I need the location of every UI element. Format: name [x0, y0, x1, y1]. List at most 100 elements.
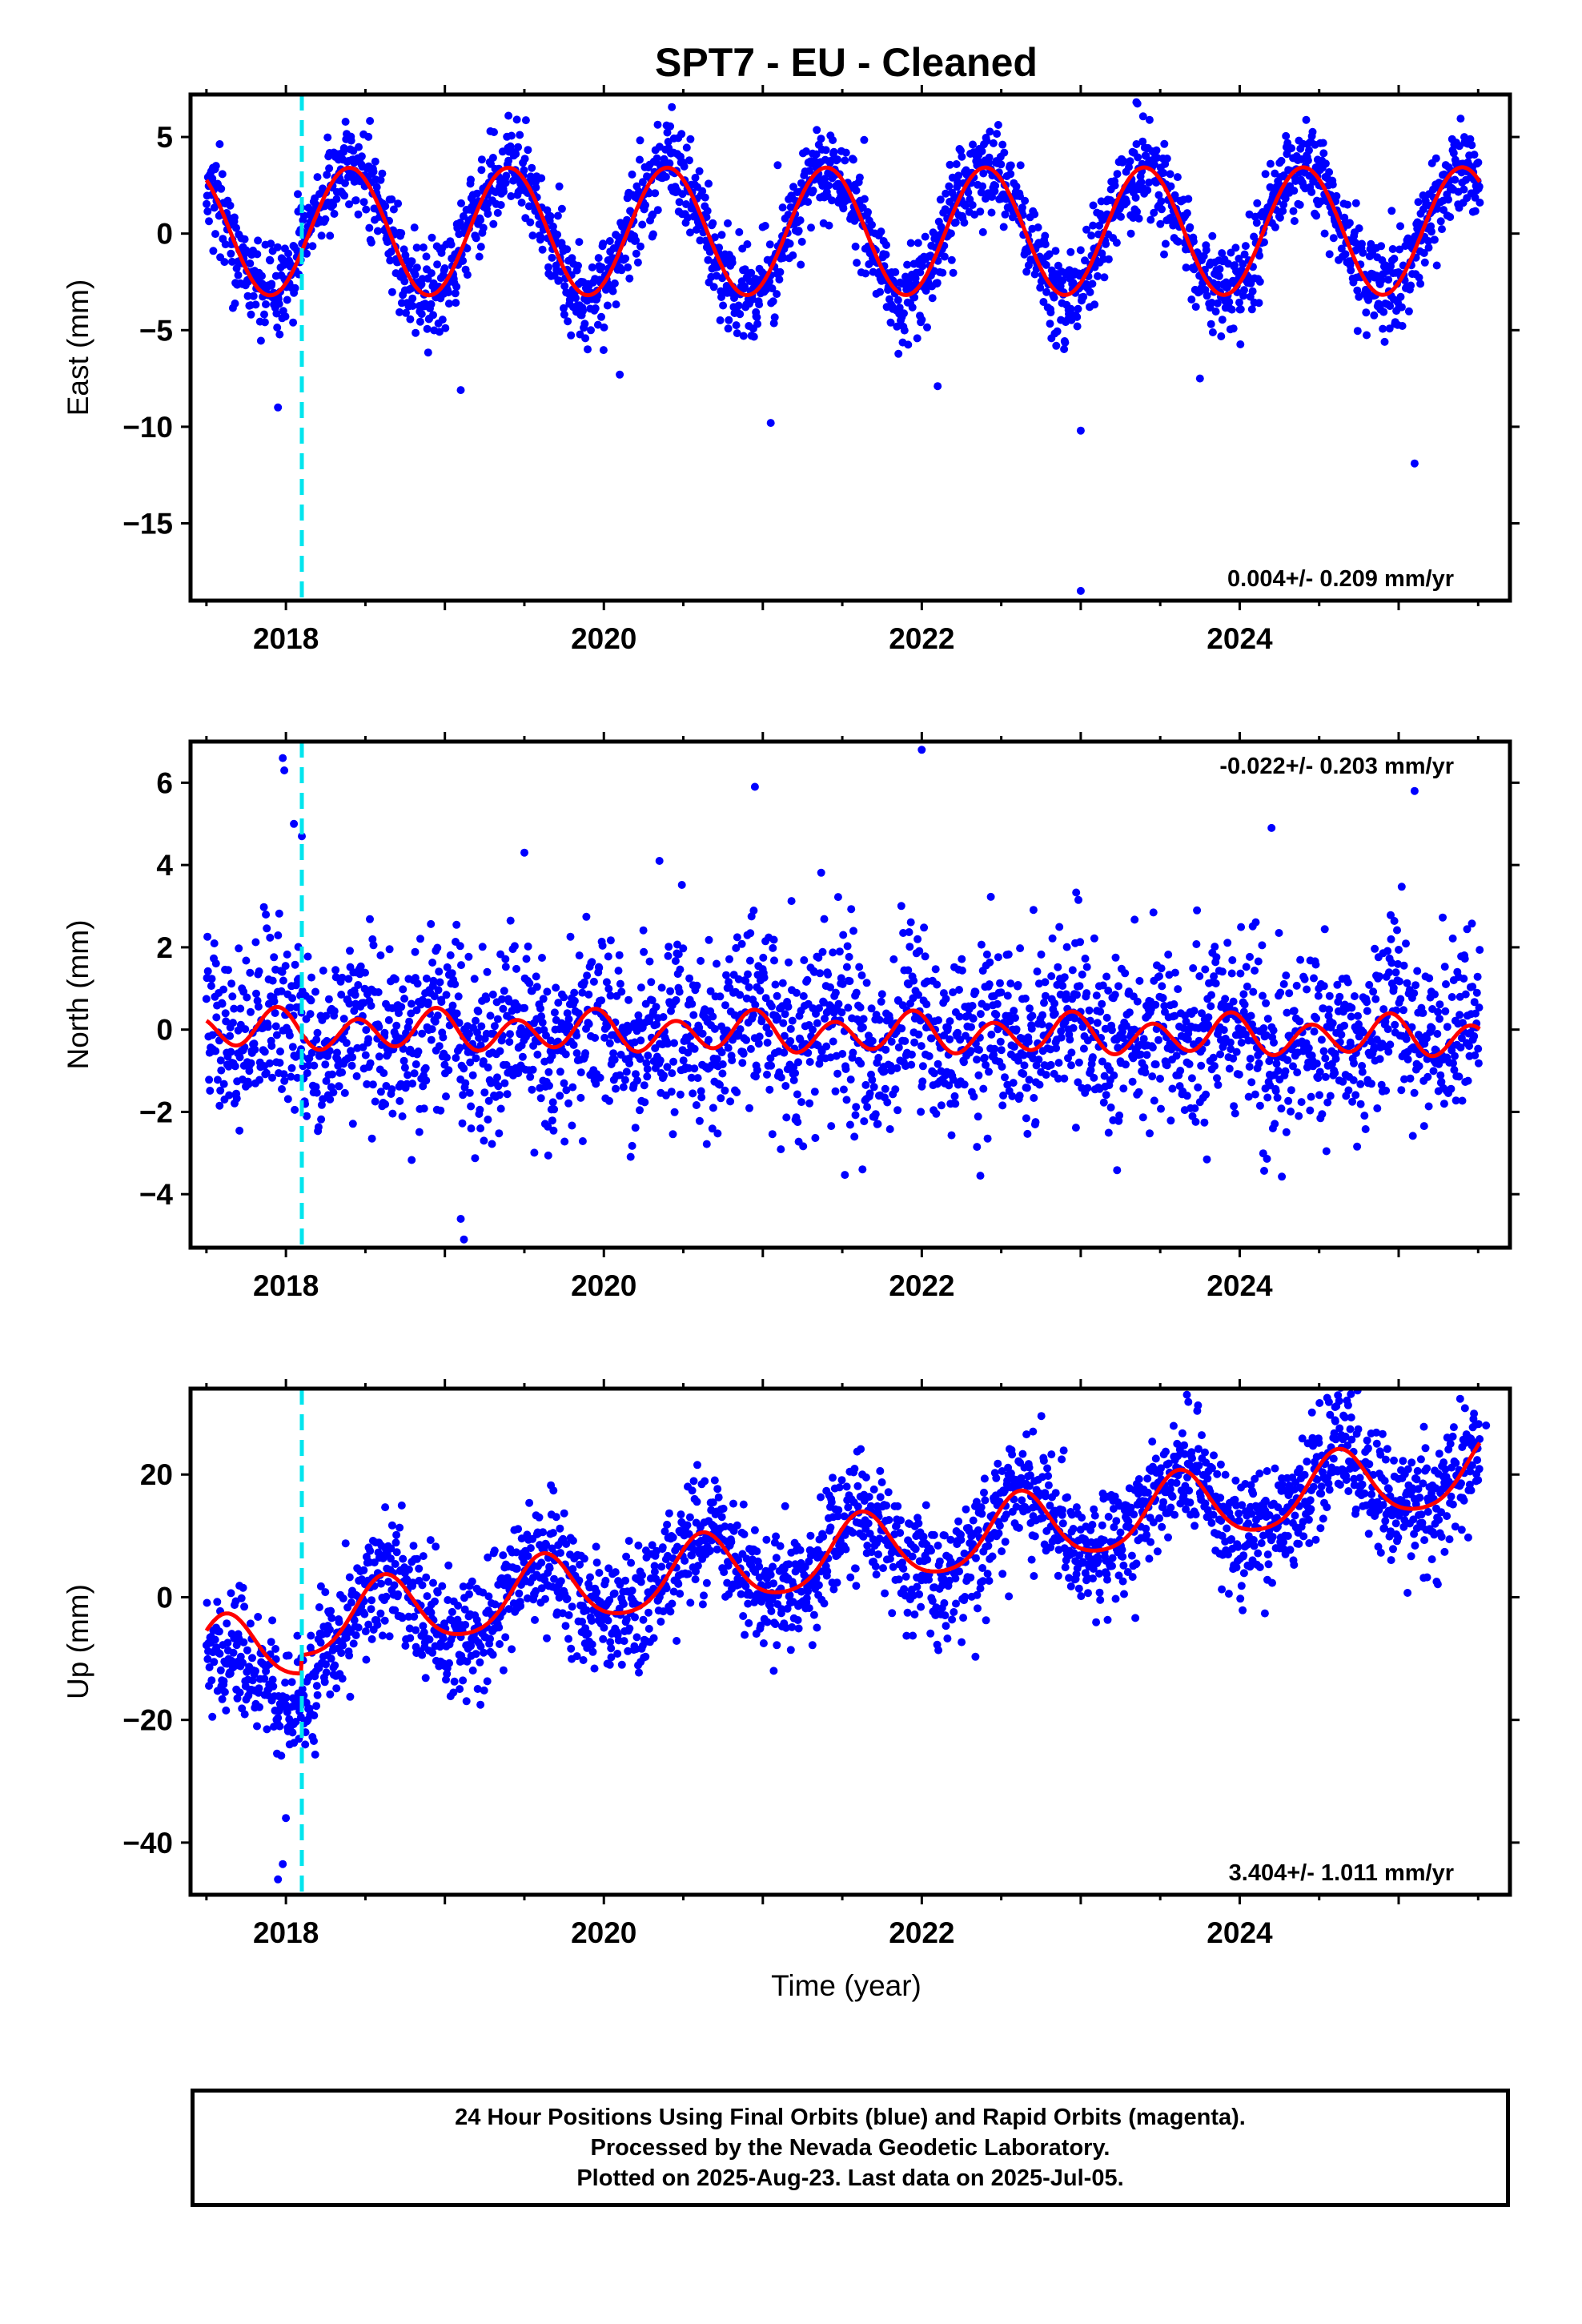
north-data-point [556, 1092, 564, 1100]
north-data-point [552, 983, 560, 992]
north-data-point [746, 929, 755, 938]
north-data-point [1183, 1035, 1192, 1043]
east-data-point [768, 284, 777, 293]
north-data-point [977, 940, 986, 949]
east-data-point [1133, 207, 1141, 216]
north-rate-label: -0.022+/- 0.203 mm/yr [1219, 754, 1454, 779]
east-data-point [753, 313, 761, 322]
north-data-point [500, 1079, 509, 1088]
north-data-point [1273, 1093, 1282, 1102]
north-data-point [322, 1011, 331, 1020]
east-data-point [709, 283, 718, 292]
east-data-point [682, 200, 690, 208]
north-data-point [467, 1102, 476, 1111]
north-data-point [874, 1053, 883, 1062]
north-data-point [1106, 1066, 1114, 1074]
east-data-point [1182, 209, 1191, 218]
east-data-point [341, 118, 350, 126]
north-data-point [1387, 935, 1395, 943]
north-data-point [745, 983, 753, 991]
east-data-point [1387, 207, 1396, 215]
east-data-point [579, 307, 587, 316]
east-data-point [1184, 195, 1193, 203]
north-data-point [1468, 919, 1476, 928]
north-data-point [639, 926, 648, 935]
east-data-point [1157, 197, 1166, 206]
north-data-point [267, 1042, 276, 1050]
north-data-point [767, 1002, 776, 1011]
east-data-point [638, 220, 647, 229]
north-scatter-points [202, 746, 1484, 1244]
north-data-point [422, 974, 431, 983]
north-data-point [442, 991, 451, 999]
north-data-point [697, 1087, 705, 1096]
north-x-tick-label: 2022 [889, 1269, 954, 1302]
north-data-point [821, 1015, 829, 1023]
north-data-point [544, 1151, 552, 1160]
north-data-point [622, 1068, 631, 1076]
north-data-point [1015, 1092, 1024, 1100]
east-data-point [451, 289, 460, 298]
north-data-point [229, 1019, 237, 1027]
east-data-point [668, 103, 677, 111]
north-data-point [408, 1156, 416, 1164]
east-data-point [504, 156, 513, 165]
north-data-point [368, 935, 377, 943]
north-data-point [412, 1006, 421, 1015]
east-data-point [969, 140, 977, 149]
north-data-point [857, 971, 866, 979]
north-data-point [399, 985, 408, 994]
north-data-point [480, 1088, 489, 1097]
north-data-point [399, 1044, 408, 1053]
north-data-point [281, 962, 290, 971]
east-y-tick-label: −10 [122, 411, 173, 444]
north-data-point [376, 1088, 385, 1096]
east-data-point [1471, 207, 1480, 215]
north-data-point [1151, 1000, 1160, 1009]
north-data-point [1001, 1073, 1009, 1082]
east-data-point [444, 288, 453, 297]
east-data-point [1451, 175, 1460, 184]
north-data-point [780, 1031, 789, 1040]
east-data-point [341, 179, 349, 187]
east-data-point [829, 147, 838, 156]
east-data-point [632, 249, 640, 258]
north-data-point [1192, 940, 1201, 948]
north-data-point [1443, 1023, 1452, 1031]
east-data-point [1159, 169, 1168, 177]
north-data-point [1160, 1002, 1169, 1010]
up-data-point [223, 1638, 232, 1647]
north-data-point [1349, 1076, 1358, 1084]
north-data-point [695, 1116, 704, 1125]
east-data-point [1053, 327, 1062, 336]
north-data-point [1072, 888, 1081, 897]
east-data-point [600, 323, 608, 332]
north-data-point [907, 1050, 916, 1059]
north-data-point [213, 1076, 222, 1084]
east-data-point [715, 243, 724, 252]
north-data-point [488, 990, 497, 999]
north-data-point [330, 1007, 339, 1015]
east-data-point [203, 207, 212, 215]
north-data-point [280, 1076, 289, 1085]
north-data-point [732, 943, 741, 952]
east-data-point [427, 269, 436, 278]
east-data-point [989, 139, 998, 147]
east-data-point [923, 323, 931, 332]
north-data-point [464, 952, 473, 961]
north-data-point [1348, 1097, 1357, 1106]
north-data-point [510, 942, 519, 951]
east-data-point [221, 240, 230, 249]
north-data-point [765, 1029, 773, 1038]
east-data-point [677, 130, 686, 139]
north-data-point [1339, 1077, 1347, 1086]
east-data-point [260, 310, 268, 319]
east-data-point [1307, 187, 1316, 196]
north-data-point [1263, 1155, 1271, 1163]
north-data-point [945, 1081, 954, 1090]
north-data-point [319, 967, 327, 975]
east-data-point [381, 202, 390, 211]
east-data-point [1351, 199, 1360, 207]
